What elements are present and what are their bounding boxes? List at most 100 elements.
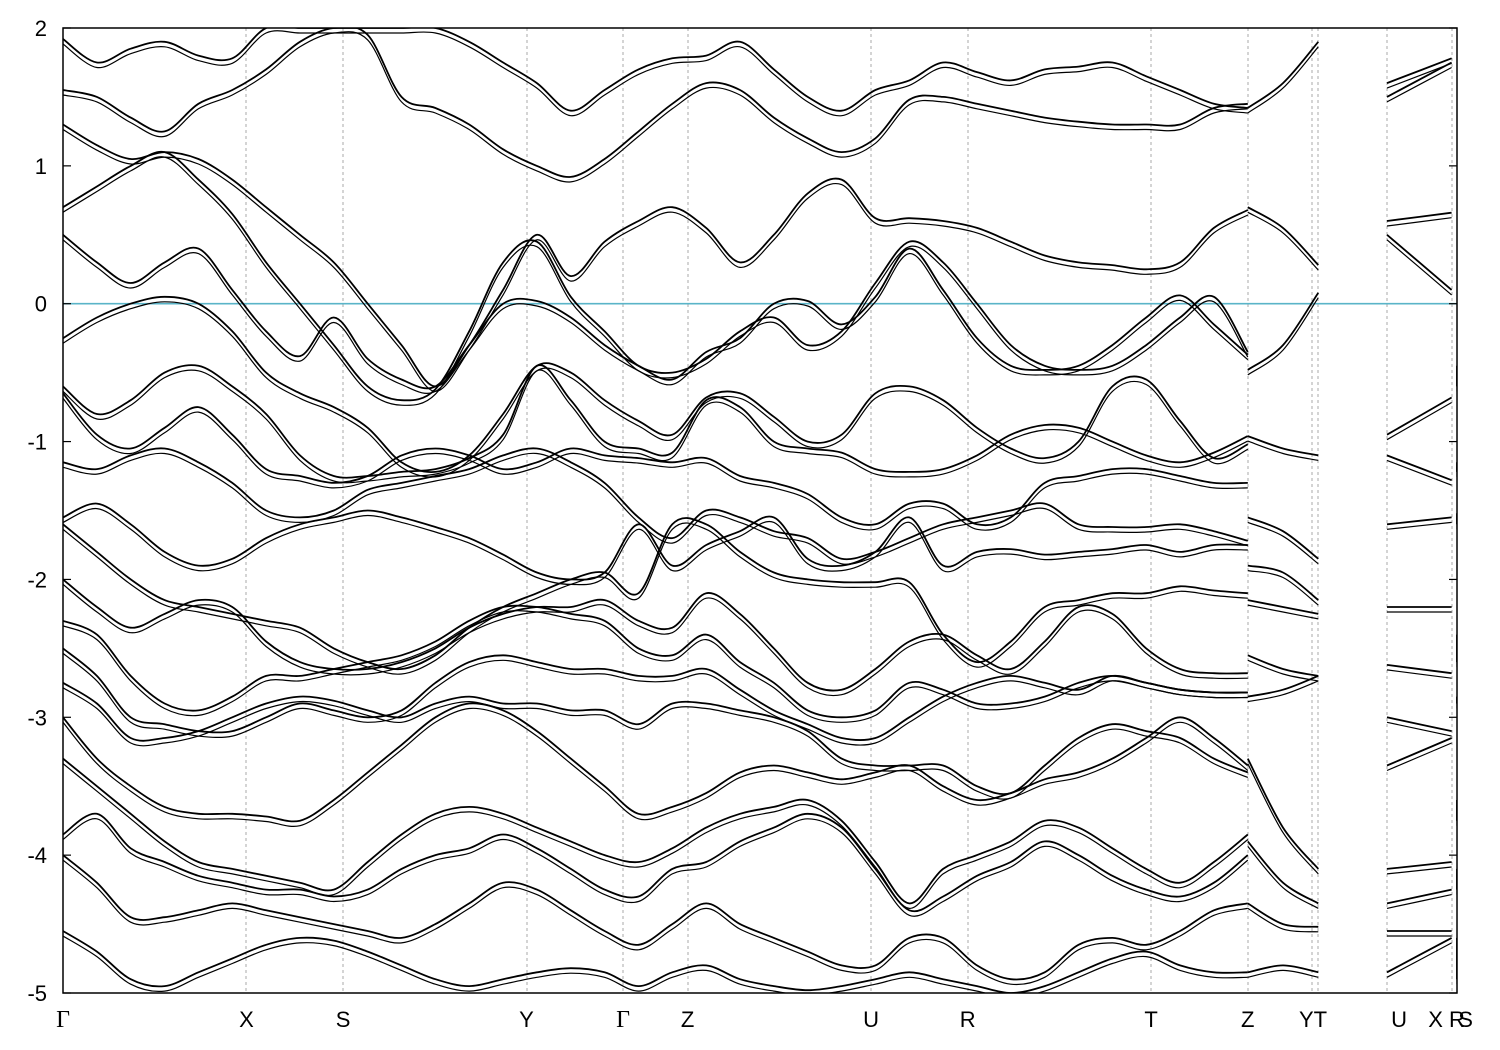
band-line [63,452,1248,565]
kpoint-label: Y [519,1007,534,1032]
band-line [63,502,1248,581]
band-line [63,707,1249,827]
band-line [1386,211,1452,222]
band-line [63,930,1248,993]
band-line [1386,861,1452,870]
band-line [63,812,1249,913]
band-lines [63,28,1457,993]
band-line [1247,840,1319,905]
band-line [1247,435,1319,457]
band-line [63,30,1248,117]
band-line [63,604,1248,719]
kpoint-label: S [336,1007,351,1032]
band-line [1247,521,1319,565]
band-line [1386,57,1452,84]
band-line [63,818,1249,917]
y-tick-label: -2 [27,567,47,592]
band-line [1247,763,1319,875]
band-line [1386,866,1452,875]
kpoint-label: Y [1299,1007,1314,1032]
band-line [1386,217,1452,227]
band-line [63,702,1249,823]
band-line [63,295,1249,474]
band-line [63,150,1249,402]
band-line [1386,888,1452,905]
kpoint-grid-lines [245,28,1453,993]
y-axis-ticks: 2 1 0 -1 -2 -3 -4 -5 [27,16,1457,1006]
y-tick-label: 0 [35,292,47,317]
band-line [63,687,1249,800]
band-line [63,522,1248,675]
band-line [63,234,1249,390]
kpoint-label: U [863,1007,879,1032]
band-line [1247,969,1319,978]
kpoint-label: Γ [616,1007,630,1033]
kpoint-label: T [1314,1007,1327,1032]
band-line [1246,758,1319,870]
band-line [63,301,1249,478]
band-line [1386,234,1453,291]
band-line [63,28,1248,178]
band-line [63,647,1248,742]
band-line [1386,937,1453,974]
band-line [1386,396,1453,436]
band-line [63,859,1248,986]
y-tick-label: -5 [27,981,47,1006]
band-line [63,156,1249,406]
band-line [63,447,1249,561]
band-line [1386,669,1452,679]
band-line [63,392,1248,527]
band-line [63,578,1248,692]
band-line [1386,459,1452,486]
band-line [1247,654,1319,677]
band-line [63,239,1249,395]
band-line [63,123,1249,388]
kpoint-label: T [1144,1007,1157,1032]
band-line [1386,516,1452,526]
x-axis-kpoint-labels: Γ X S Y Γ Z U R T Z Y T U X SR [56,1007,1473,1033]
band-line [1247,846,1319,909]
band-line [63,128,1249,393]
band-line [63,935,1248,993]
band-line [63,517,1248,671]
band-line [63,854,1248,981]
band-line [1386,664,1452,675]
band-line [1386,521,1452,530]
band-line [1386,721,1452,737]
band-line [1247,675,1319,698]
band-line [1247,570,1319,606]
band-line [1247,907,1319,933]
band-line [1386,942,1452,978]
kpoint-label: Z [681,1007,694,1032]
y-tick-label: 2 [35,16,47,41]
y-tick-label: -4 [27,843,47,868]
band-line [63,507,1248,586]
band-line [1386,66,1452,103]
band-line [63,31,1248,183]
band-line [1247,564,1319,601]
band-line [1386,737,1452,767]
band-line [1247,680,1319,703]
band-line [1386,454,1452,482]
band-line [1247,46,1319,114]
band-line [1247,211,1319,271]
band-line [1386,742,1452,772]
band-line [1247,516,1319,560]
band-line [1247,206,1319,266]
y-tick-label: -3 [27,705,47,730]
band-line [1386,716,1452,732]
kpoint-label: R [960,1007,976,1032]
plot-frame [62,27,1458,994]
kpoint-label: Γ [56,1007,70,1033]
kpoint-label: S [1458,1007,1473,1032]
band-line [1247,659,1319,682]
band-line [1247,297,1319,376]
band-line [1386,61,1453,98]
band-line [1386,401,1452,441]
band-line [1386,239,1452,296]
kpoint-label: X [239,1007,254,1032]
kpoint-label: R [1449,1007,1465,1032]
band-line [1386,894,1452,909]
band-line [1247,599,1319,615]
